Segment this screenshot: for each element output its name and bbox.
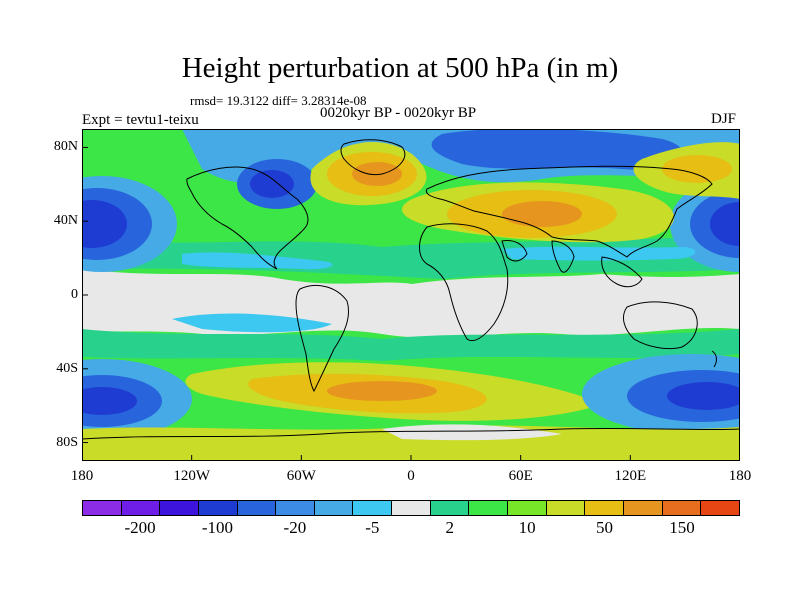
coast-se-asia xyxy=(601,256,643,288)
field-lightgreen-south xyxy=(82,329,740,361)
colorbar-swatch xyxy=(430,501,470,515)
colorbar-swatch xyxy=(392,501,431,515)
season-label: DJF xyxy=(711,111,737,127)
coastlines xyxy=(82,139,740,440)
colorbar-label: 2 xyxy=(445,518,454,537)
coast-north-america xyxy=(186,166,309,270)
coast-arabia xyxy=(501,240,528,262)
colorbar-label: -5 xyxy=(365,518,380,537)
field-natl-ridge-core xyxy=(352,162,402,186)
y-tick-label: 80N xyxy=(53,139,78,155)
colorbar-swatch xyxy=(314,501,354,515)
colorbar-swatch xyxy=(546,501,586,515)
field-arctic-low-inner xyxy=(431,129,683,170)
colorbar-swatch xyxy=(623,501,663,515)
y-tick-label: 40N xyxy=(53,213,78,229)
colorbar xyxy=(82,500,740,516)
field-spac-low-inner xyxy=(82,387,137,415)
colorbar-label: -20 xyxy=(283,518,307,537)
coast-australia xyxy=(623,301,698,350)
colorbar-swatch xyxy=(160,501,199,515)
stats-text: rmsd= 19.3122 diff= 3.28314e-08 xyxy=(190,93,367,108)
x-tick-label: 180 xyxy=(70,468,94,484)
field-tropical-blue-band-east xyxy=(502,246,696,261)
field-south-ridge-core xyxy=(327,381,437,401)
colorbar-swatch xyxy=(83,501,122,515)
x-tick-label: 60W xyxy=(286,468,316,484)
field-canada-low-inner xyxy=(250,170,294,198)
y-tick-label: 0 xyxy=(71,287,78,302)
coast-south-america xyxy=(295,285,349,393)
colorbar-label: -100 xyxy=(201,518,234,537)
coast-greenland xyxy=(340,139,406,176)
x-tick-label: 180 xyxy=(728,468,752,484)
field-antarctic-band xyxy=(82,425,740,461)
field-eurasia-ridge-core xyxy=(502,201,582,227)
coast-antarctica xyxy=(82,427,740,440)
x-tick-label: 120W xyxy=(173,468,210,484)
colorbar-label: 10 xyxy=(518,518,536,537)
colorbar-swatch xyxy=(198,501,238,515)
coast-india xyxy=(551,240,575,273)
field-south-blue-streak xyxy=(172,313,332,333)
field-sind-low-inner xyxy=(667,382,740,410)
y-tick-marks xyxy=(82,146,88,444)
colorbar-swatch xyxy=(469,501,509,515)
colorbar-label: 50 xyxy=(596,518,614,537)
x-tick-label: 0 xyxy=(407,468,415,484)
field-npac-low-inner-east xyxy=(710,202,740,246)
coast-africa xyxy=(419,223,509,342)
colorbar-swatch xyxy=(701,501,739,515)
coast-europe-asia xyxy=(425,165,713,258)
colorbar-swatch xyxy=(353,501,393,515)
coast-new-zealand xyxy=(711,350,717,368)
colorbar-label: 150 xyxy=(669,518,695,537)
colorbar-swatch xyxy=(508,501,547,515)
colorbar-swatch xyxy=(662,501,702,515)
y-tick-label: 80S xyxy=(56,434,78,450)
field-antarctic-neutral xyxy=(382,424,562,441)
x-tick-label: 120E xyxy=(614,468,647,484)
colorbar-swatch xyxy=(121,501,161,515)
x-tick-label: 60E xyxy=(508,468,533,484)
colorbar-swatch xyxy=(585,501,624,515)
map-canvas xyxy=(81,129,741,461)
field-npac-low-inner xyxy=(82,200,127,248)
colorbar-swatch xyxy=(237,501,277,515)
field-tropical-blue-band xyxy=(182,252,333,270)
period-label: 0020kyr BP - 0020kyr BP xyxy=(320,105,477,121)
y-tick-label: 40S xyxy=(56,360,78,376)
field-pacific-ridge-inner xyxy=(662,155,732,183)
plot-title: Height perturbation at 500 hPa (in m) xyxy=(181,52,619,84)
colorbar-swatch xyxy=(276,501,315,515)
map-panel xyxy=(81,129,741,461)
colorbar-label: -200 xyxy=(124,518,156,537)
experiment-label: Expt = tevtu1-teixu xyxy=(82,112,199,128)
